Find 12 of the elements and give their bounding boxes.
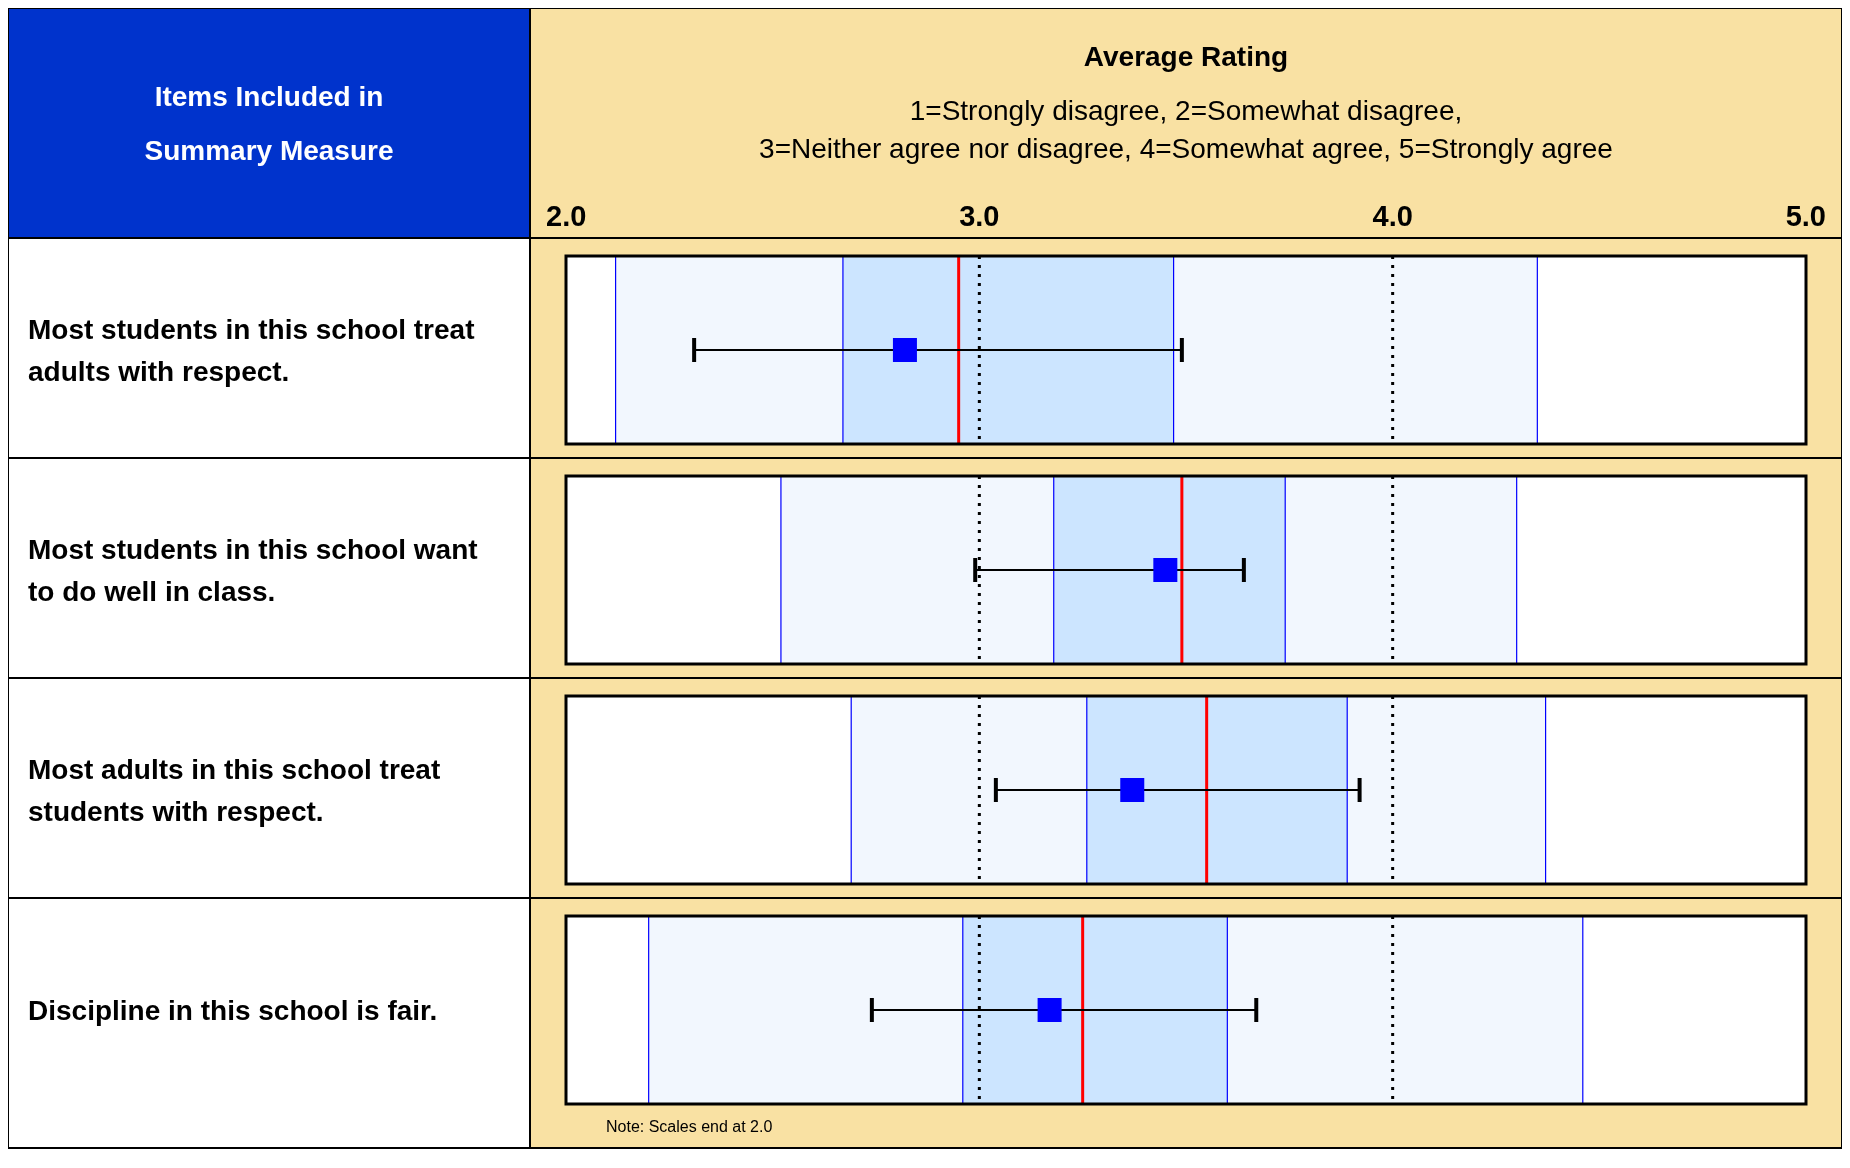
chart-title: Average Rating — [1083, 41, 1289, 72]
y-tick-label: Most students in this school treat adults with respect. — [28, 314, 475, 387]
y-tick-label: Most students in this school want to do well in class. — [28, 534, 478, 607]
chart-subtitle: 1=Strongly disagree, 2=Somewhat disagree, 3=Neither agree nor disagree, 4=Somewhat agree, 5=Strongly agree — [759, 95, 1613, 164]
y-tick-label: Discipline in this school is fair. — [28, 995, 438, 1026]
y-axis-title: Items Included in Summary Measure — [144, 81, 394, 166]
y-tick-label: Most adults in this school treat students with respect. — [28, 754, 441, 827]
text: Note: Scales end at 2.0 — [606, 1118, 773, 1135]
x-tick-label: 3.0 — [959, 200, 1000, 232]
x-tick-label: 5.0 — [1785, 200, 1826, 232]
x-tick-label: 4.0 — [1372, 200, 1413, 232]
x-tick-label: 2.0 — [546, 200, 587, 232]
